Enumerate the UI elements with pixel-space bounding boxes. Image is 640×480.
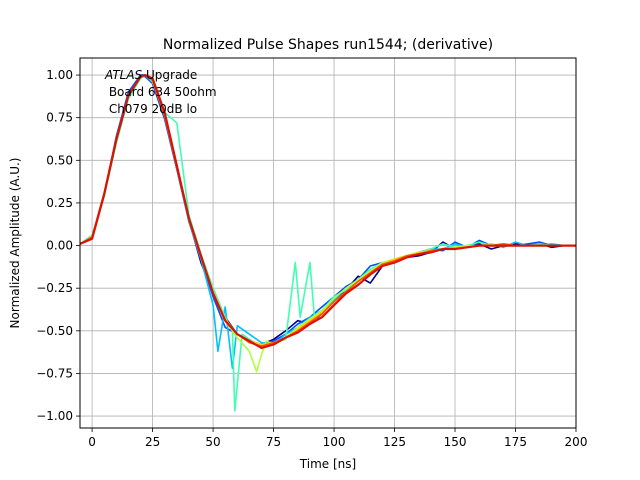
x-tick-label: 0 bbox=[88, 435, 96, 449]
x-tick-label: 175 bbox=[504, 435, 527, 449]
annotation-atlas: ATLAS bbox=[104, 68, 143, 82]
x-tick-label: 150 bbox=[444, 435, 467, 449]
annotation: ATLAS Upgrade Board 634 50ohm Ch079 20dB… bbox=[104, 68, 217, 116]
y-tick-label: −1.00 bbox=[36, 409, 73, 423]
plot-frame bbox=[79, 57, 577, 429]
y-tick-label: −0.75 bbox=[36, 366, 73, 380]
y-axis-label: Normalized Amplitude (A.U.) bbox=[8, 158, 22, 329]
x-tick-label: 200 bbox=[565, 435, 588, 449]
series-lines bbox=[80, 73, 576, 412]
x-tick-label: 100 bbox=[323, 435, 346, 449]
y-tick-label: 1.00 bbox=[46, 68, 73, 82]
y-tick-label: −0.50 bbox=[36, 324, 73, 338]
annotation-upgrade: Upgrade bbox=[142, 68, 197, 82]
y-tick-label: 0.25 bbox=[46, 196, 73, 210]
x-tick-label: 75 bbox=[266, 435, 281, 449]
x-tick-label: 25 bbox=[145, 435, 160, 449]
annotation-line-3: Ch079 20dB lo bbox=[105, 102, 197, 116]
y-tick-label: 0.00 bbox=[46, 239, 73, 253]
y-axis: −1.00 −0.75 −0.50 −0.25 0.00 0.25 0.50 0.75 1.00 bbox=[36, 68, 80, 423]
x-axis-label: Time [ns] bbox=[299, 457, 356, 471]
chart-title: Normalized Pulse Shapes run1544; (deriva… bbox=[163, 37, 493, 53]
x-tick-label: 50 bbox=[205, 435, 220, 449]
y-tick-label: 0.75 bbox=[46, 111, 73, 125]
annotation-line-2: Board 634 50ohm bbox=[105, 85, 217, 99]
y-tick-label: 0.50 bbox=[46, 153, 73, 167]
x-tick-label: 125 bbox=[383, 435, 406, 449]
plot-area: 0 25 50 75 100 125 150 175 200 −1.00 −0.75 −0.50 −0… bbox=[36, 57, 587, 449]
series-line-7 bbox=[80, 73, 576, 349]
x-axis: 0 25 50 75 100 125 150 175 200 bbox=[88, 428, 587, 449]
annotation-line-1: ATLAS Upgrade bbox=[104, 68, 197, 82]
y-tick-label: −0.25 bbox=[36, 281, 73, 295]
